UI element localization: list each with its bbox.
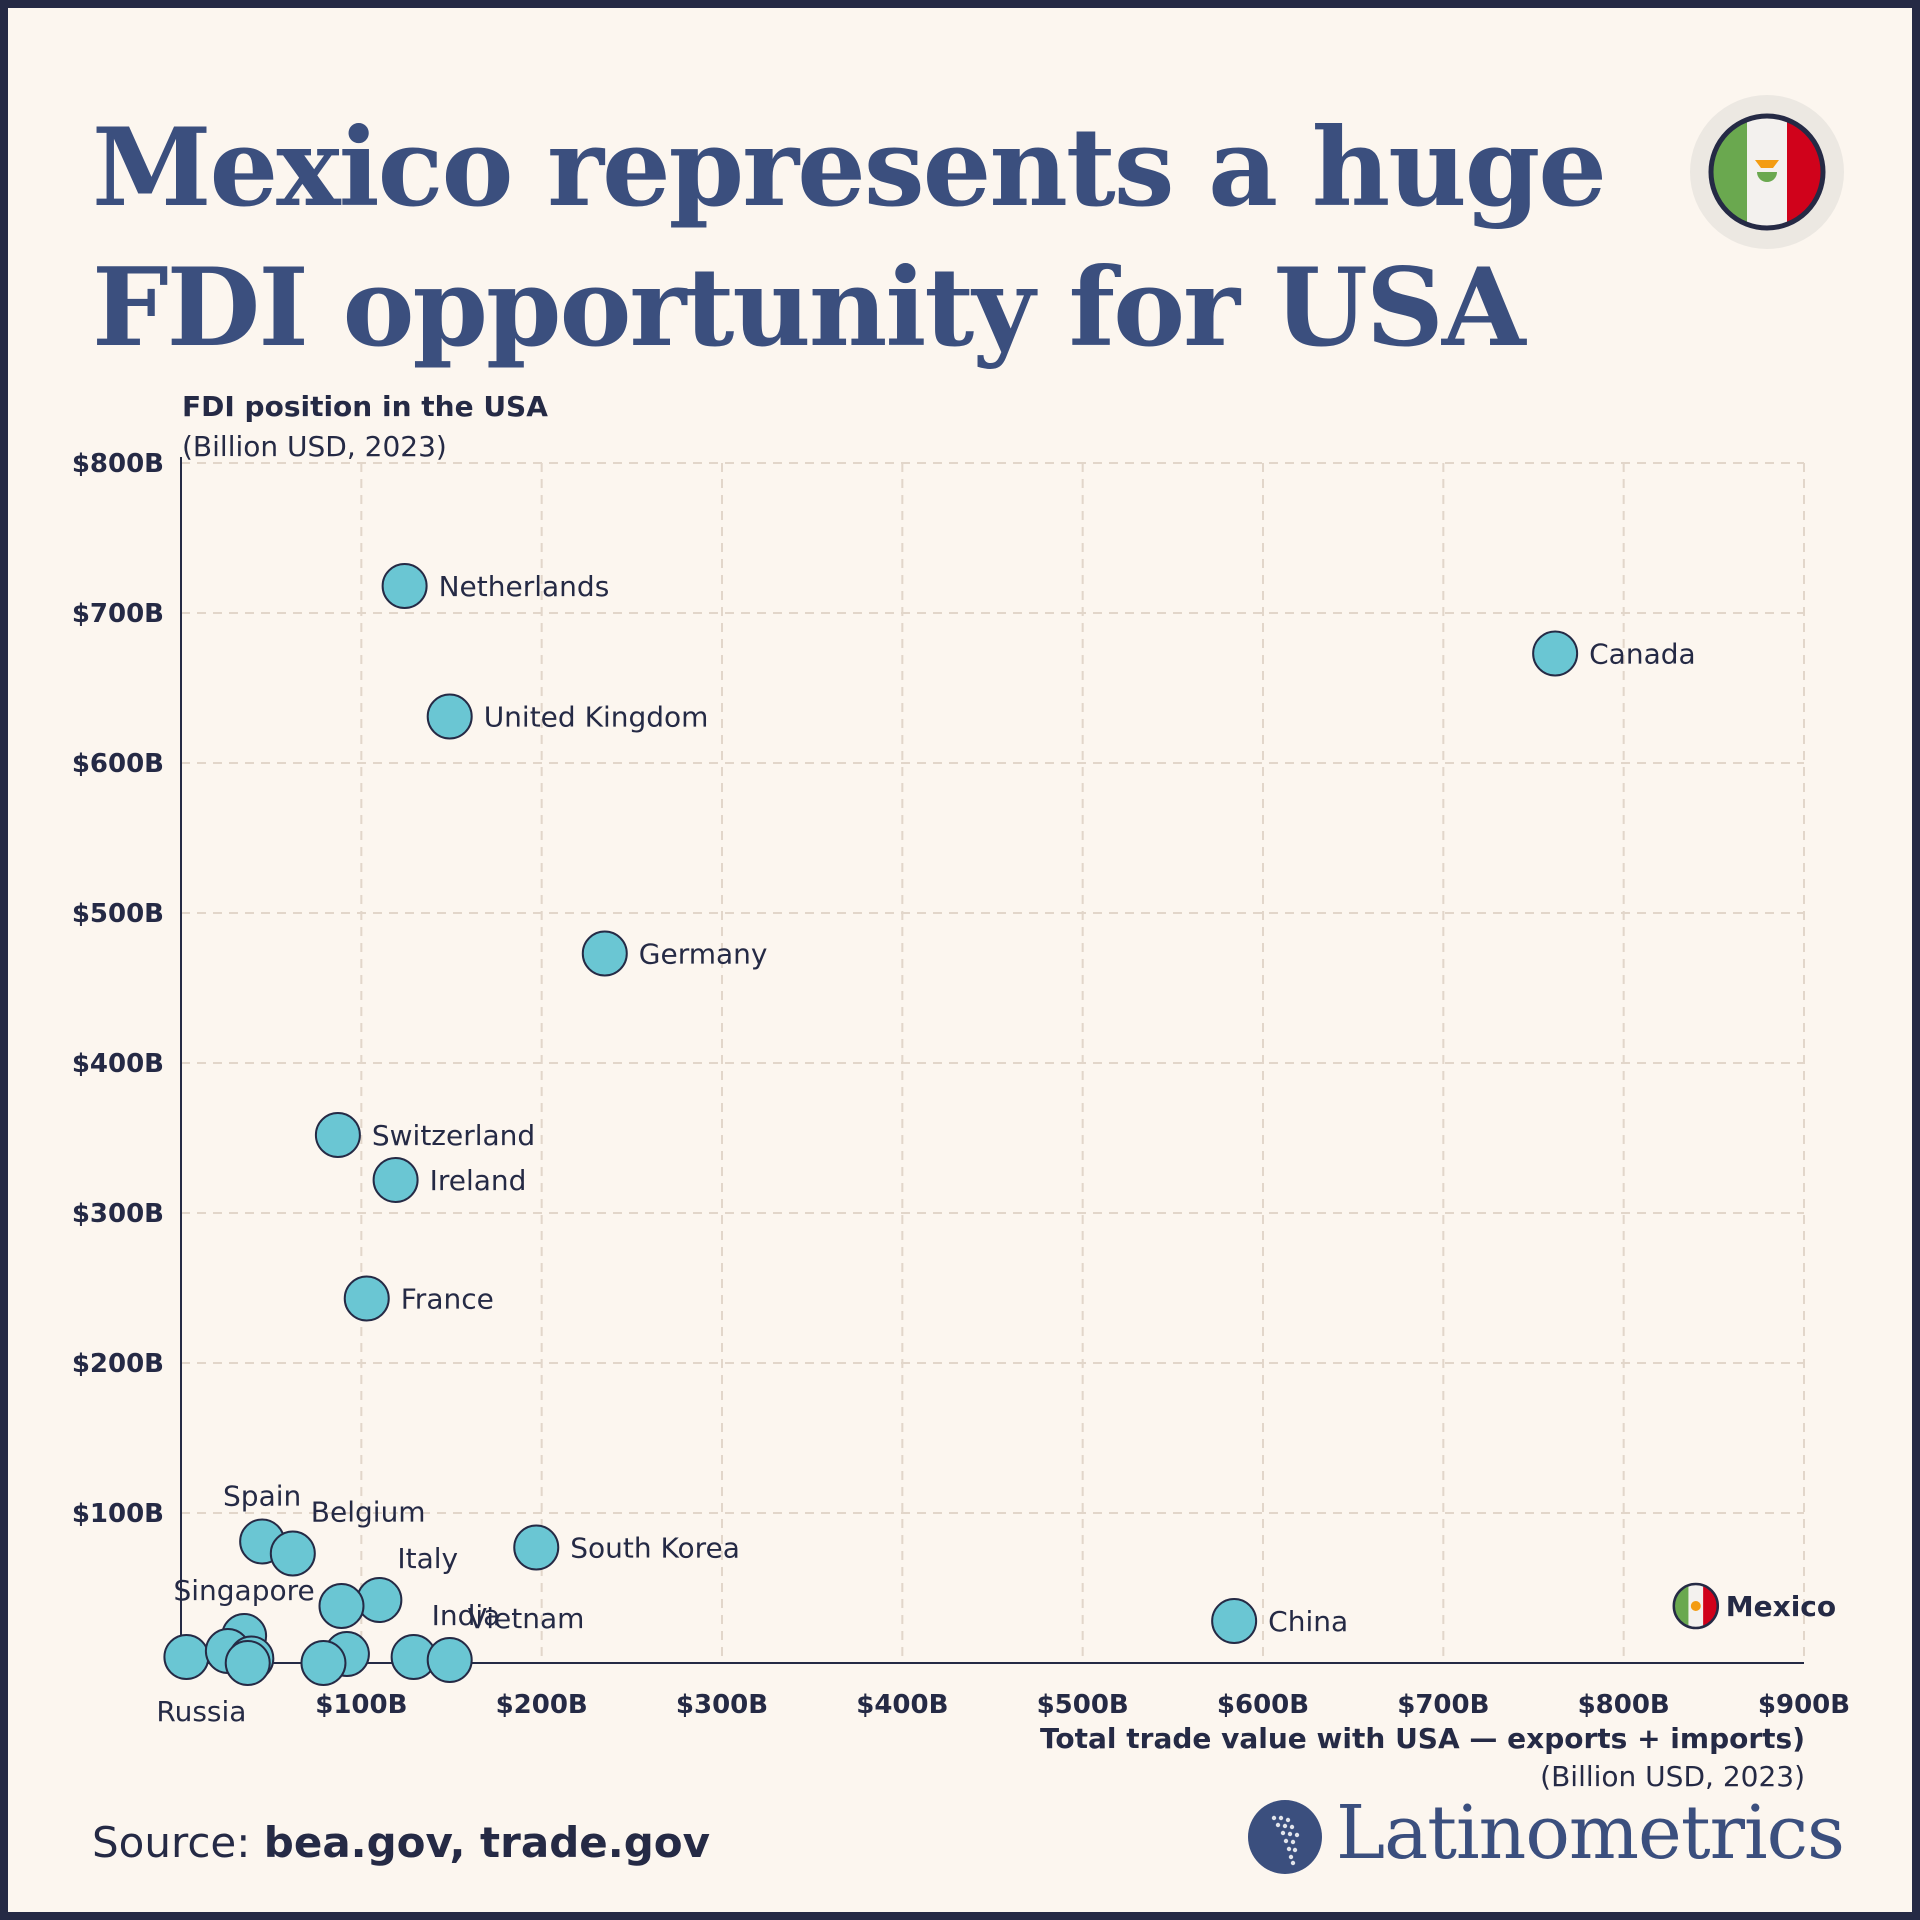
label-canada: Canada [1589,638,1696,671]
x-tick-label: $200B [496,1690,588,1720]
x-tick-label: $100B [315,1690,407,1720]
title-line-1: Mexico represents a huge [92,105,1607,231]
mexico-flag-badge [1690,95,1844,249]
x-tick-label: $400B [856,1690,948,1720]
page-title: Mexico represents a huge FDI opportunity… [92,98,1652,378]
label-ireland: Ireland [430,1164,527,1197]
label-netherlands: Netherlands [439,570,610,603]
point-unlabeled [300,1640,347,1686]
x-tick-label: $500B [1037,1690,1129,1720]
point-switzerland [314,1112,361,1158]
brand-name: Latinometrics [1336,1790,1845,1876]
point-russia [163,1634,210,1680]
brand-logo: Latinometrics [1248,1790,1848,1886]
point-labels: Netherlands Canada United Kingdom Germany Sw… [156,570,1836,1728]
point-france [343,1275,390,1322]
point-unlabeled [318,1583,365,1629]
tick-labels: $100B $200B $300B $400B $500B $600B $700B $800B… [72,449,1850,1720]
source-value: bea.gov, trade.gov [263,1818,710,1867]
mexico-flag-icon [1708,113,1826,231]
label-italy: Italy [397,1542,458,1575]
x-axis-title: Total trade value with USA — exports + i… [1040,1722,1805,1755]
label-united-kingdom: United Kingdom [484,701,709,734]
y-tick-label: $200B [72,1349,164,1379]
point-netherlands [381,563,428,609]
y-axis-title: FDI position in the USA [182,390,548,423]
y-axis-subtitle: (Billion USD, 2023) [182,430,447,463]
label-india: India [432,1599,501,1632]
point-italy [356,1577,403,1623]
label-france: France [401,1283,494,1316]
y-tick-label: $300B [72,1199,164,1229]
point-germany [581,930,628,977]
point-belgium [269,1530,316,1577]
point-vietnam [426,1637,473,1683]
label-switzerland: Switzerland [372,1119,535,1152]
data-points [163,563,1720,1686]
label-russia: Russia [156,1695,246,1728]
y-tick-label: $800B [72,449,164,479]
x-tick-label: $900B [1758,1690,1850,1720]
y-tick-label: $600B [72,749,164,779]
point-china [1211,1598,1258,1644]
label-vietnam: Vietnam [468,1602,585,1635]
point-mexico [1672,1582,1720,1630]
grid-lines [181,462,1805,1663]
source-note: Source: bea.gov, trade.gov [92,1818,710,1867]
y-tick-label: $700B [72,599,164,629]
point-south-korea [513,1524,560,1571]
x-axis-subtitle: (Billion USD, 2023) [1540,1760,1805,1793]
x-tick-label: $800B [1578,1690,1670,1720]
label-belgium: Belgium [311,1496,426,1529]
title-line-2: FDI opportunity for USA [92,245,1526,371]
y-tick-label: $400B [72,1049,164,1079]
label-south-korea: South Korea [570,1532,740,1565]
point-ireland [372,1157,419,1203]
label-mexico: Mexico [1726,1590,1836,1623]
label-singapore: Singapore [173,1574,314,1607]
point-united-kingdom [426,693,473,740]
x-tick-label: $700B [1397,1690,1489,1720]
x-tick-label: $300B [676,1690,768,1720]
source-label: Source: [92,1818,264,1867]
y-tick-label: $500B [72,899,164,929]
point-unlabeled [224,1640,271,1686]
label-spain: Spain [223,1480,301,1513]
label-germany: Germany [639,938,768,971]
y-tick-label: $100B [72,1499,164,1529]
point-canada [1532,630,1579,677]
label-china: China [1268,1605,1348,1638]
latin-america-map-icon [1248,1800,1322,1874]
x-tick-label: $600B [1217,1690,1309,1720]
